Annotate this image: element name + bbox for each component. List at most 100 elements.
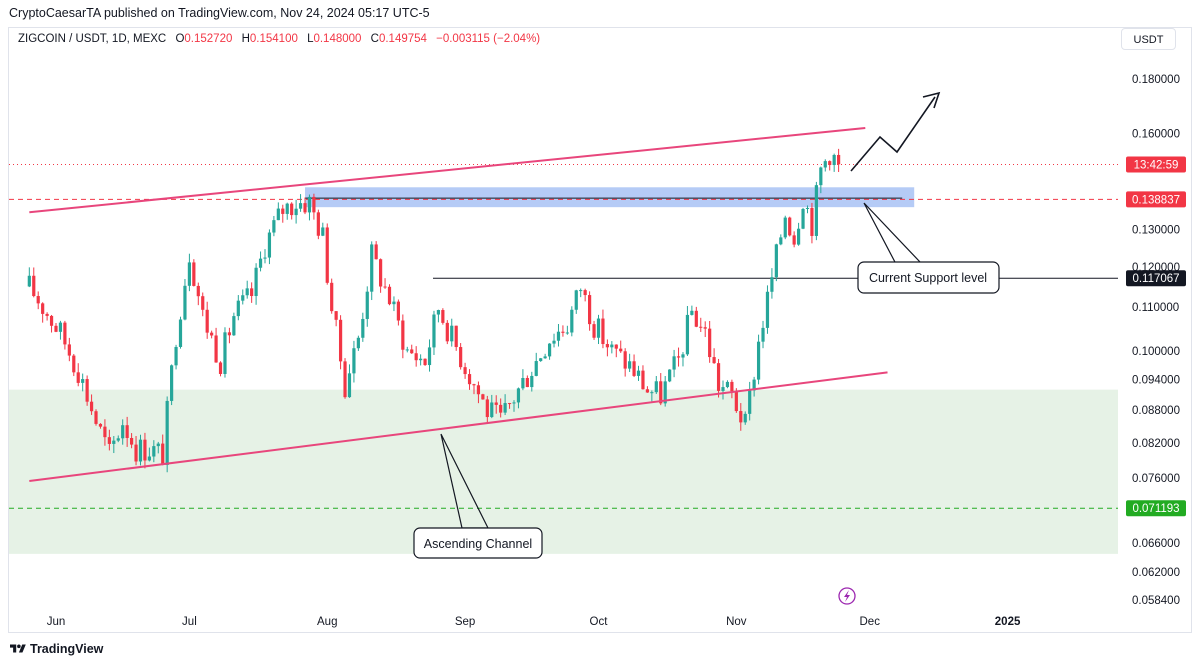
- candle-2024-11-12: [783, 217, 787, 238]
- candle-2024-08-10: [365, 291, 369, 319]
- channel-lower-line[interactable]: [29, 371, 888, 483]
- candle-2024-09-28: [583, 290, 587, 296]
- candle-2024-10-14: [654, 381, 658, 393]
- candle-2024-09-09: [499, 404, 503, 413]
- candle-2024-09-04: [476, 385, 481, 395]
- candle-2024-09-19: [543, 356, 547, 359]
- close-value: 0.149754: [378, 33, 427, 45]
- candle-2024-10-25: [703, 327, 707, 329]
- candle-2024-08-19: [405, 349, 409, 351]
- projection-path[interactable]: [850, 96, 936, 172]
- candle-2024-10-22: [690, 310, 694, 315]
- candle-2024-11-06: [756, 341, 761, 380]
- candle-2024-07-17: [258, 258, 263, 268]
- y-tick-0.110000: 0.110000: [1132, 302, 1179, 314]
- candle-2024-07-21: [276, 208, 280, 221]
- x-tick-Sep: Sep: [455, 616, 475, 628]
- candle-2024-09-26: [574, 290, 578, 310]
- change-value: −0.003115 (−2.04%): [436, 33, 541, 45]
- candle-2024-09-01: [463, 367, 467, 375]
- candle-2024-07-07: [214, 335, 218, 363]
- candle-2024-08-18: [401, 320, 405, 350]
- candle-2024-06-12: [103, 426, 107, 438]
- candle-2024-08-01: [325, 227, 329, 283]
- candle-2024-10-07: [623, 351, 627, 369]
- candle-2024-11-13: [788, 217, 792, 236]
- candle-2024-06-10: [94, 411, 98, 424]
- lightning-icon-glyph: [844, 590, 850, 602]
- candle-2024-06-19: [134, 444, 138, 462]
- candle-2024-08-23: [423, 358, 427, 366]
- current-price-tag: 13:42:59: [1134, 159, 1179, 171]
- candle-2024-08-25: [432, 314, 436, 348]
- candle-2024-08-07: [352, 348, 356, 374]
- candle-2024-07-29: [312, 196, 316, 213]
- candle-2024-08-22: [419, 358, 423, 361]
- candle-2024-09-16: [530, 375, 534, 388]
- channel-upper-line[interactable]: [29, 126, 866, 214]
- level-tag-0.138837-bg: [1126, 191, 1186, 208]
- x-tick-2025: 2025: [995, 616, 1021, 628]
- candle-2024-08-26: [436, 310, 441, 315]
- candle-2024-06-11: [98, 423, 103, 427]
- channel-callout-box[interactable]: [413, 527, 543, 559]
- candle-2024-06-07: [81, 379, 85, 383]
- open-label: O: [175, 33, 185, 45]
- candle-2024-11-21: [823, 161, 827, 168]
- candle-2024-08-17: [396, 301, 400, 321]
- candle-2024-10-15: [659, 381, 663, 404]
- candle-2024-06-24: [156, 443, 160, 447]
- candle-2024-11-03: [743, 413, 747, 423]
- candle-2024-06-30: [183, 285, 187, 320]
- candle-2024-10-05: [614, 344, 618, 349]
- candle-2024-11-01: [734, 391, 738, 412]
- support-callout-label: Current Support level: [869, 271, 987, 285]
- candle-2024-05-29: [41, 303, 45, 314]
- candle-2024-06-14: [112, 440, 116, 444]
- candle-2024-10-19: [676, 356, 681, 358]
- candle-2024-06-21: [143, 439, 147, 461]
- y-tick-0.088000: 0.088000: [1132, 405, 1180, 417]
- tradingview-brand[interactable]: TradingView: [30, 642, 104, 656]
- high-label: H: [241, 33, 250, 45]
- candle-2024-08-28: [445, 322, 449, 342]
- candle-2024-07-31: [321, 227, 325, 236]
- open-value: 0.152720: [184, 33, 233, 45]
- candle-2024-09-06: [485, 399, 489, 418]
- x-tick-Jun: Jun: [47, 616, 66, 628]
- support-callout-box[interactable]: [857, 261, 1000, 294]
- level-tag-0.117067: 0.117067: [1132, 273, 1179, 285]
- candle-2024-09-08: [494, 402, 498, 405]
- chart-frame: [8, 27, 1192, 633]
- y-tick-0.062000: 0.062000: [1132, 567, 1180, 579]
- tradingview-logo-icon[interactable]: [10, 642, 26, 656]
- candle-2024-07-14: [245, 288, 249, 296]
- candle-2024-07-24: [290, 203, 294, 216]
- candle-2024-05-26: [27, 275, 31, 287]
- candle-2024-11-07: [761, 327, 765, 342]
- lightning-icon[interactable]: [838, 587, 856, 605]
- candle-2024-09-25: [570, 309, 574, 333]
- candle-2024-07-05: [205, 309, 209, 333]
- candle-2024-07-13: [241, 295, 245, 301]
- symbol-label[interactable]: ZIGCOIN / USDT, 1D, MEXC: [18, 33, 167, 45]
- candle-2024-07-18: [263, 257, 267, 259]
- candle-2024-11-15: [796, 228, 801, 245]
- candle-2024-09-23: [561, 331, 565, 333]
- x-tick-Nov: Nov: [726, 616, 747, 628]
- candle-2024-07-30: [316, 212, 320, 236]
- candle-2024-08-15: [387, 286, 392, 305]
- candle-2024-08-20: [410, 349, 414, 354]
- candle-2024-09-10: [503, 403, 507, 413]
- candle-2024-09-11: [507, 403, 512, 405]
- current-price-tag-bg: [1126, 156, 1186, 173]
- candle-2024-09-30: [592, 324, 596, 338]
- candle-2024-06-08: [85, 379, 89, 402]
- candle-2024-09-15: [525, 377, 529, 388]
- candle-2024-09-07: [490, 402, 494, 418]
- candle-2024-11-04: [748, 390, 752, 414]
- candle-2024-08-03: [334, 311, 338, 320]
- close-label: C: [370, 33, 379, 45]
- currency-button[interactable]: USDT: [1121, 28, 1176, 50]
